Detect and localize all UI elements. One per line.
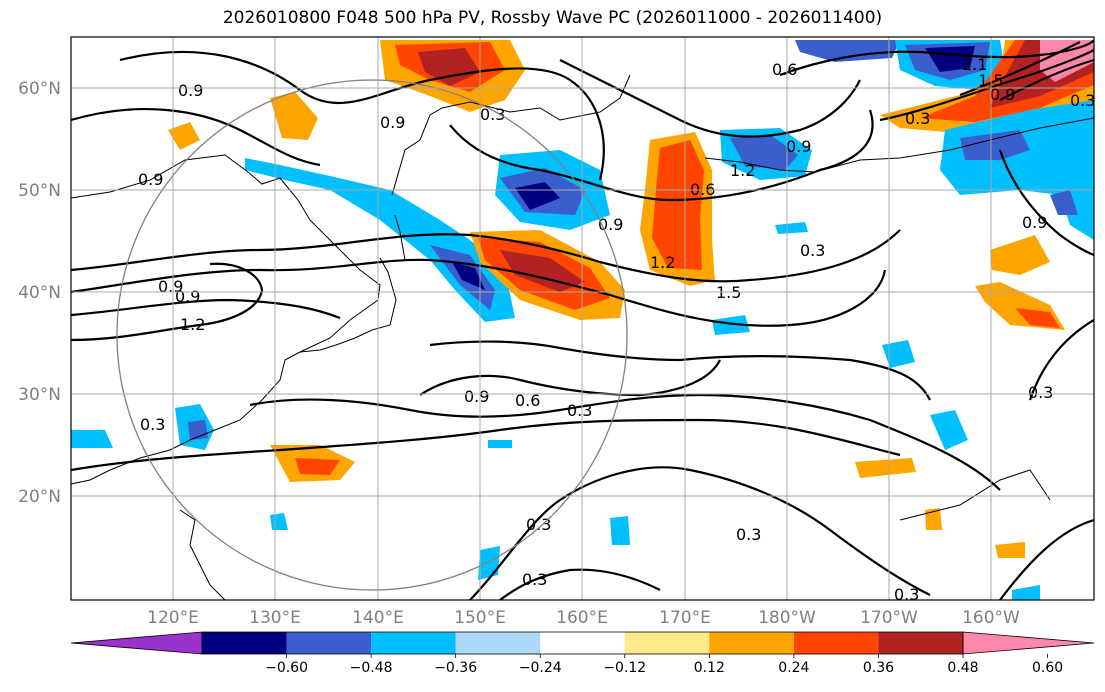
- lat-label: 50°N: [18, 181, 61, 201]
- colorbar-segment: [624, 632, 710, 654]
- colorbar-tick-label: 0.48: [947, 660, 978, 676]
- lon-label: 180°W: [758, 608, 816, 628]
- lat-labels: 60°N 50°N 40°N 30°N 20°N: [18, 79, 61, 507]
- contour-label: 0.3: [522, 570, 547, 589]
- colorbar-segment: [709, 632, 794, 654]
- colorbar-segment: [202, 632, 287, 654]
- colorbar-tick-label: −0.60: [265, 660, 308, 676]
- contour-label: 0.3: [140, 415, 165, 434]
- colorbar-segment: [878, 632, 963, 654]
- colorbar-segment: [793, 632, 879, 654]
- contour-label: 0.3: [1028, 383, 1053, 402]
- pv-contours: [71, 39, 1094, 600]
- lat-label: 60°N: [18, 79, 61, 99]
- colorbar-tick-label: 0.36: [863, 660, 894, 676]
- map-frame: [70, 36, 1095, 601]
- contour-label: 0.3: [526, 515, 551, 534]
- lon-label: 160°W: [962, 608, 1020, 628]
- colorbar-segment: [286, 632, 372, 654]
- lon-label: 140°E: [352, 608, 404, 628]
- contour-label: 0.9: [1022, 213, 1047, 232]
- colorbar-tick-label: 0.12: [694, 660, 725, 676]
- contour-label: 0.9: [178, 81, 203, 100]
- colorbar-frame: [201, 631, 964, 655]
- colorbar-segment: [540, 632, 625, 654]
- lon-label: 120°E: [147, 608, 199, 628]
- lat-label: 20°N: [18, 487, 61, 507]
- lon-label: 160°E: [556, 608, 608, 628]
- contour-label: 1.2: [730, 161, 755, 180]
- contour-label: 0.9: [138, 170, 163, 189]
- contour-label: 0.3: [894, 585, 919, 604]
- colorbar-tick-label: −0.12: [603, 660, 646, 676]
- contour-label: 2.1: [962, 55, 987, 74]
- anomaly-shading: [71, 40, 1094, 600]
- colorbar: −0.60 −0.48 −0.36 −0.24 −0.12 0.12 0.24 0.36 0.4…: [70, 631, 1095, 676]
- lon-label: 130°E: [249, 608, 301, 628]
- contour-label: 0.9: [990, 85, 1015, 104]
- contour-label: 0.6: [515, 391, 540, 410]
- contour-label: 1.2: [650, 253, 675, 272]
- lon-labels: 120°E 130°E 140°E 150°E 160°E 170°E 180°…: [147, 608, 1020, 628]
- map-title: 2026010800 F048 500 hPa PV, Rossby Wave …: [222, 8, 883, 28]
- lat-label: 40°N: [18, 283, 61, 303]
- colorbar-segment: [455, 632, 541, 654]
- colorbar-segment: [371, 632, 456, 654]
- contour-label: 0.9: [380, 113, 405, 132]
- contour-label: 0.3: [905, 109, 930, 128]
- contour-labels: 0.9 0.9 0.9 0.9 0.9 1.2 0.3 0.6 0.9 1.2 …: [138, 55, 1095, 604]
- contour-label: 1.2: [180, 315, 205, 334]
- lon-label: 170°E: [659, 608, 711, 628]
- colorbar-tick-label: −0.24: [519, 660, 562, 676]
- contour-label: 0.3: [567, 401, 592, 420]
- colorbar-extend-high: [962, 631, 1095, 655]
- range-circle: [116, 79, 628, 591]
- contour-label: 0.9: [786, 137, 811, 156]
- contour-label: 0.6: [772, 60, 797, 79]
- contour-label: 0.3: [1070, 91, 1095, 110]
- colorbar-tick-label: −0.48: [350, 660, 393, 676]
- contour-label: 0.3: [736, 525, 761, 544]
- contour-label: 0.3: [800, 241, 825, 260]
- lon-label: 170°W: [860, 608, 918, 628]
- lat-label: 30°N: [18, 385, 61, 405]
- contour-label: 0.9: [464, 387, 489, 406]
- map-area: 0.9 0.9 0.9 0.9 0.9 1.2 0.3 0.6 0.9 1.2 …: [71, 37, 1095, 604]
- contour-label: 0.9: [158, 277, 183, 296]
- contour-label: 0.3: [480, 105, 505, 124]
- gridlines: [71, 37, 1094, 600]
- colorbar-extend-low: [70, 631, 203, 655]
- contour-label: 0.9: [175, 287, 200, 306]
- lon-label: 150°E: [454, 608, 506, 628]
- colorbar-tick-label: 0.24: [778, 660, 809, 676]
- colorbar-tick-label: 0.60: [1032, 660, 1063, 676]
- colorbar-tick-label: −0.36: [434, 660, 477, 676]
